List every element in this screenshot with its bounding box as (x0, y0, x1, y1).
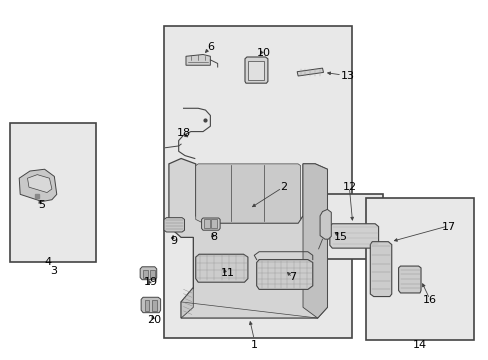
Bar (143, 270, 148, 278)
Text: 7: 7 (288, 272, 295, 282)
Bar (327, 194, 383, 259)
Text: 11: 11 (220, 268, 234, 278)
Text: 5: 5 (39, 200, 45, 210)
Polygon shape (303, 164, 327, 318)
Text: 17: 17 (441, 222, 455, 231)
Text: 16: 16 (422, 295, 436, 305)
Polygon shape (19, 169, 57, 202)
Bar (163, 26, 351, 338)
Bar (144, 301, 149, 311)
Text: 1: 1 (250, 340, 257, 350)
Bar (366, 198, 473, 339)
Polygon shape (195, 164, 300, 223)
Bar (10, 123, 96, 262)
Bar (152, 301, 157, 311)
Text: 14: 14 (412, 340, 426, 350)
Polygon shape (369, 242, 391, 297)
Polygon shape (201, 218, 220, 230)
Polygon shape (141, 297, 160, 313)
Text: 19: 19 (143, 277, 158, 287)
Polygon shape (168, 158, 327, 318)
Text: 15: 15 (333, 232, 347, 242)
Bar (211, 220, 217, 228)
Text: 13: 13 (340, 71, 354, 81)
Text: 8: 8 (210, 232, 217, 242)
Bar (248, 60, 264, 80)
Polygon shape (256, 260, 312, 289)
Polygon shape (185, 54, 210, 65)
Text: 6: 6 (206, 42, 213, 52)
Text: 10: 10 (257, 48, 270, 58)
Text: 2: 2 (279, 182, 286, 192)
Text: 20: 20 (147, 315, 161, 325)
Text: 9: 9 (170, 236, 177, 246)
Bar (150, 270, 155, 278)
Polygon shape (27, 175, 52, 193)
Polygon shape (320, 210, 330, 239)
Polygon shape (244, 57, 267, 83)
Bar (203, 220, 209, 228)
Text: 3: 3 (50, 266, 57, 276)
Polygon shape (329, 224, 378, 248)
Polygon shape (181, 288, 193, 318)
Polygon shape (140, 267, 157, 280)
Polygon shape (195, 254, 247, 282)
Polygon shape (398, 266, 420, 293)
Polygon shape (163, 218, 184, 232)
Text: 18: 18 (176, 129, 190, 138)
Text: 12: 12 (343, 182, 357, 192)
Text: 4: 4 (44, 257, 51, 267)
Polygon shape (297, 68, 323, 76)
